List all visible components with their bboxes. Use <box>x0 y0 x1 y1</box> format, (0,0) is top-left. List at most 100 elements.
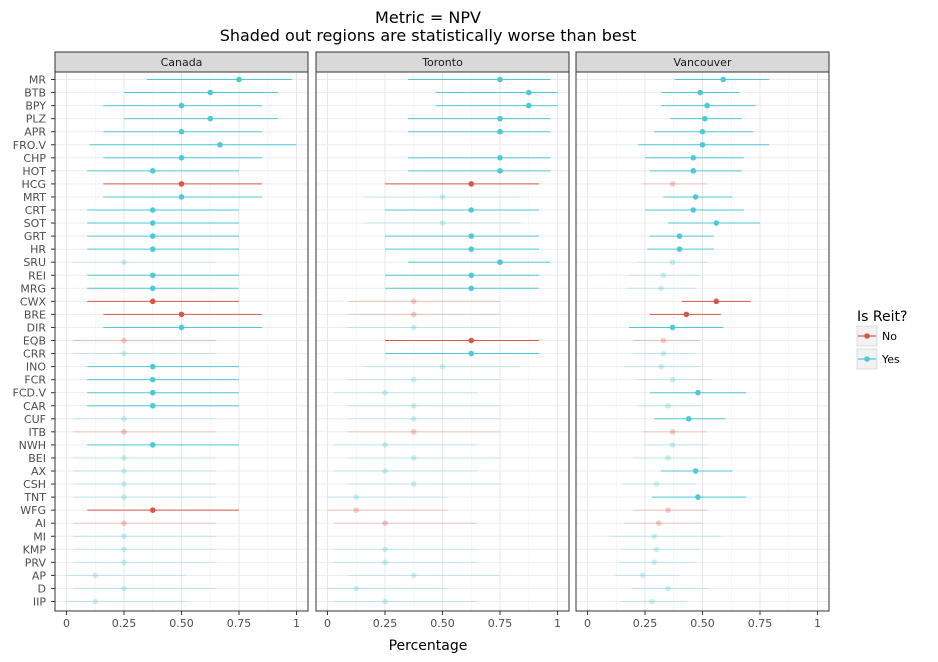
point-chp <box>178 155 185 161</box>
y-tick-label: BRE <box>24 308 46 321</box>
y-tick-label: BPY <box>25 100 46 113</box>
point-rei <box>468 272 475 279</box>
facet-strip-label: Vancouver <box>674 56 732 69</box>
point-iip <box>649 598 655 605</box>
point-wfg <box>353 507 360 513</box>
point-hot <box>497 168 503 174</box>
point-dir <box>410 324 417 331</box>
y-tick-label: HR <box>30 243 46 256</box>
point-mrt <box>439 194 446 200</box>
legend-label-no: No <box>882 330 897 343</box>
y-tick-label: CHP <box>23 152 46 165</box>
point-cwx <box>149 298 156 305</box>
y-tick-label: BTB <box>24 87 46 100</box>
point-grt <box>676 233 683 239</box>
point-rei <box>660 272 667 279</box>
x-tick-label: 0.50 <box>169 617 194 630</box>
point-crr <box>468 350 475 357</box>
point-fcr <box>669 376 676 383</box>
point-itb <box>669 429 676 435</box>
y-tick-label: FCR <box>24 374 46 387</box>
y-tick-label: SRU <box>23 256 46 269</box>
point-car <box>149 402 156 409</box>
y-tick-label: AX <box>31 465 47 478</box>
y-tick-label: DIR <box>27 321 47 334</box>
point-crt <box>468 207 475 213</box>
x-tick-label: 0 <box>63 617 70 630</box>
point-fro.v <box>217 141 223 148</box>
facet-panel: Vancouver 0 0.25 0.50 0.75 1 <box>575 51 830 630</box>
point-ap <box>639 572 646 579</box>
point-mrg <box>149 285 156 292</box>
point-mrg <box>468 285 475 292</box>
point-bei <box>410 455 417 461</box>
point-nwh <box>669 442 676 448</box>
point-ap <box>410 572 417 579</box>
point-chp <box>690 155 697 161</box>
point-sru <box>121 259 127 266</box>
y-tick-label: MI <box>33 530 46 543</box>
point-car <box>410 402 417 409</box>
point-crt <box>149 207 156 213</box>
point-bei <box>121 455 127 461</box>
chart-subtitle: Shaded out regions are statistically wor… <box>220 26 637 45</box>
point-apr <box>178 128 185 135</box>
point-eqb <box>121 337 127 344</box>
point-plz <box>702 115 708 122</box>
y-tick-label: D <box>38 582 46 595</box>
y-tick-label: MRT <box>23 191 46 204</box>
y-tick-label: CAR <box>23 400 46 413</box>
x-tick-label: 1 <box>293 617 300 630</box>
y-tick-label: CSH <box>23 478 46 491</box>
y-tick-label: BEI <box>28 452 46 465</box>
y-tick-label: CRT <box>25 204 47 217</box>
y-tick-label: SOT <box>24 217 47 230</box>
point-ino <box>658 363 664 370</box>
point-bpy <box>178 102 185 109</box>
point-ai <box>121 520 127 526</box>
x-tick-label: 0 <box>584 617 591 630</box>
point-hot <box>690 168 697 174</box>
point-wfg <box>149 507 156 513</box>
point-dir <box>178 324 185 331</box>
point-mrt <box>178 194 185 200</box>
x-tick-label: 0.75 <box>227 617 252 630</box>
point-tnt <box>353 494 360 500</box>
point-hcg <box>669 181 676 187</box>
point-itb <box>121 429 127 435</box>
point-sru <box>497 259 503 266</box>
point-eqb <box>660 337 667 344</box>
legend: Is Reit? No Yes <box>856 309 907 370</box>
point-csh <box>410 481 417 487</box>
facet-strip-label: Canada <box>161 56 203 69</box>
point-bre <box>178 311 185 318</box>
y-tick-label: TNT <box>23 491 46 504</box>
facet-panel: Toronto 0 0.25 0.50 0.75 1 <box>315 51 570 630</box>
point-mi <box>651 533 657 540</box>
y-tick-label: CUF <box>24 413 46 426</box>
x-tick-label: 1 <box>814 617 821 630</box>
y-tick-label: ITB <box>28 426 46 439</box>
y-tick-label: FRO.V <box>13 139 47 152</box>
point-kmp <box>121 546 127 553</box>
facet-panels: Canada 0 0.25 0.50 0.75 1 Toronto 0 0.25 0.50 0.75… <box>54 51 830 630</box>
point-itb <box>410 429 417 435</box>
legend-key-point <box>864 356 870 362</box>
y-tick-label: MRG <box>20 282 46 295</box>
y-tick-label: KMP <box>23 543 47 556</box>
y-tick-label: APR <box>24 126 46 139</box>
point-eqb <box>468 337 475 344</box>
y-tick-label: CRR <box>23 348 46 361</box>
point-prv <box>121 559 127 566</box>
x-tick-label: 0.25 <box>373 617 398 630</box>
point-d <box>665 585 671 592</box>
point-ax <box>692 468 699 474</box>
point-crt <box>690 207 697 213</box>
point-mr <box>720 76 726 83</box>
point-ai <box>382 520 388 526</box>
point-wfg <box>665 507 671 513</box>
y-tick-label: HCG <box>22 178 46 191</box>
point-hot <box>149 168 156 174</box>
legend-label-yes: Yes <box>881 353 900 366</box>
